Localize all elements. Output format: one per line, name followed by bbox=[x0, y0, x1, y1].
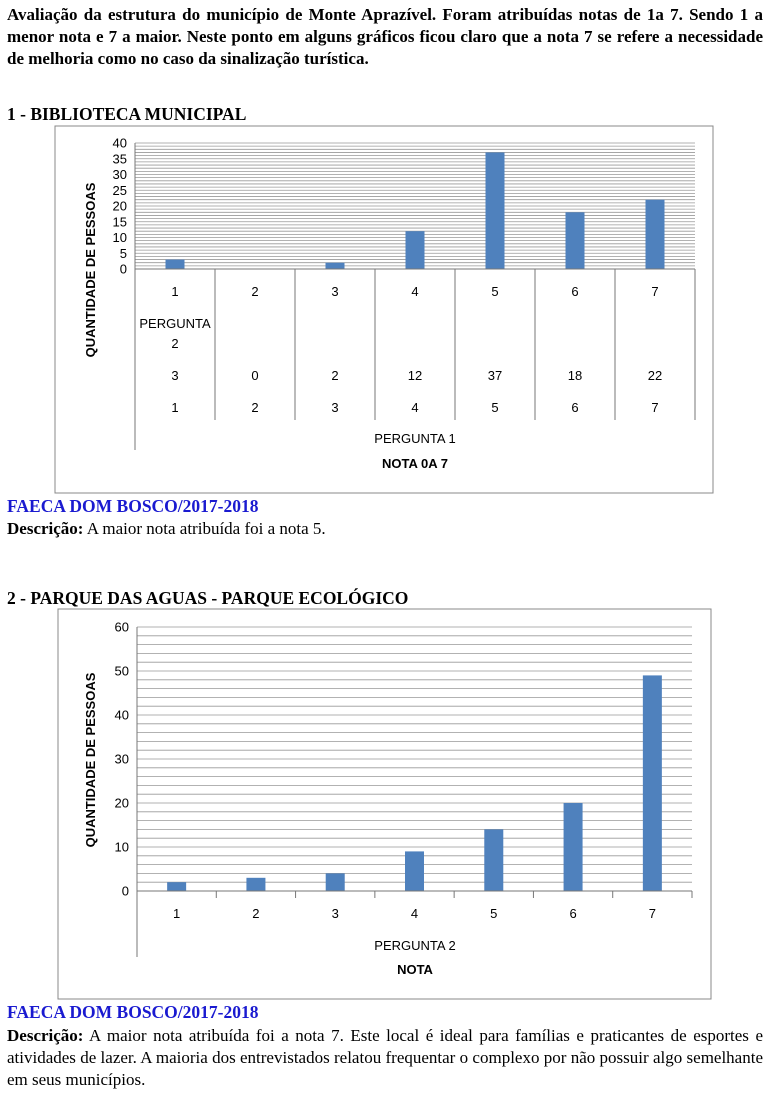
chart-2-bar bbox=[484, 829, 504, 891]
chart-2-ytick-label: 30 bbox=[115, 752, 129, 767]
chart-1-bar bbox=[325, 262, 345, 269]
chart-2-bar bbox=[246, 877, 266, 891]
chart-2-ytick-label: 50 bbox=[115, 664, 129, 679]
chart-2-category-label: 3 bbox=[332, 906, 339, 921]
chart-1-ylabel: QUANTIDADE DE PESSOAS bbox=[83, 182, 98, 357]
chart-1-bar bbox=[405, 231, 425, 269]
chart-2-category-label: 4 bbox=[411, 906, 418, 921]
chart-2-bar bbox=[405, 851, 424, 891]
chart-2-frame bbox=[57, 608, 712, 1000]
section-2-source: FAECA DOM BOSCO/2017-2018 bbox=[7, 1002, 259, 1022]
section-1-source: FAECA DOM BOSCO/2017-2018 bbox=[7, 496, 259, 516]
chart-1-category-label: 2 bbox=[251, 284, 258, 299]
chart-2-ytick-label: 0 bbox=[122, 884, 129, 899]
chart-1-table-x-value: 7 bbox=[651, 400, 658, 415]
section-1-title: 1 - BIBLIOTECA MUNICIPAL bbox=[7, 104, 247, 124]
chart-1-xlabel: NOTA 0A 7 bbox=[382, 456, 448, 471]
chart-1-ytick-label: 35 bbox=[113, 151, 127, 166]
chart-1-table-x-value: 3 bbox=[331, 400, 338, 415]
chart-2-ylabel: QUANTIDADE DE PESSOAS bbox=[83, 672, 98, 847]
chart-1-table-x-value: 6 bbox=[571, 400, 578, 415]
chart-1-table-x-value: 4 bbox=[411, 400, 418, 415]
chart-2-ytick-label: 20 bbox=[115, 796, 129, 811]
section-1-desc-text: A maior nota atribuída foi a nota 5. bbox=[83, 519, 326, 538]
chart-2-ytick-label: 60 bbox=[115, 620, 129, 635]
chart-1-ytick-label: 10 bbox=[113, 230, 127, 245]
chart-2-category-label: 5 bbox=[490, 906, 497, 921]
chart-2-bar bbox=[167, 882, 187, 891]
chart-1-table-x-value: 1 bbox=[171, 400, 178, 415]
intro-paragraph: Avaliação da estrutura do município de M… bbox=[7, 5, 763, 68]
chart-1-ytick-label: 15 bbox=[113, 214, 127, 229]
chart-1-table-value: 2 bbox=[331, 368, 338, 383]
chart-2-category-label: 7 bbox=[649, 906, 656, 921]
chart-1-table-value: 12 bbox=[408, 368, 422, 383]
chart-2-category-label: 6 bbox=[569, 906, 576, 921]
section-1-description: Descrição: A maior nota atribuída foi a … bbox=[7, 518, 763, 540]
chart-1-table-value: 37 bbox=[488, 368, 502, 383]
section-2-title: 2 - PARQUE DAS AGUAS - PARQUE ECOLÓGICO bbox=[7, 588, 409, 608]
chart-1-category-label: 4 bbox=[411, 284, 418, 299]
chart-2-bar bbox=[642, 675, 662, 891]
chart-1-frame bbox=[54, 125, 714, 494]
chart-1-category-label: 1 bbox=[171, 284, 178, 299]
chart-1-bar bbox=[165, 259, 185, 269]
chart-1-category-label: 6 bbox=[571, 284, 578, 299]
section-2-description: Descrição: A maior nota atribuída foi a … bbox=[7, 1025, 763, 1091]
chart-2-xlabel: NOTA bbox=[397, 962, 433, 977]
chart-2-bar bbox=[325, 873, 345, 891]
chart-1-category-label: 7 bbox=[651, 284, 658, 299]
chart-1-bar bbox=[645, 199, 665, 269]
chart-1-category-label: 3 bbox=[331, 284, 338, 299]
section-2-desc-label: Descrição: bbox=[7, 1026, 84, 1045]
chart-1-table-row-label: 2 bbox=[171, 336, 178, 351]
chart-1-ytick-label: 40 bbox=[113, 136, 127, 151]
chart-1-ytick-label: 30 bbox=[113, 167, 127, 182]
chart-1-ytick-label: 20 bbox=[113, 199, 127, 214]
chart-2-bar bbox=[563, 803, 583, 891]
chart-1-table-x-value: 2 bbox=[251, 400, 258, 415]
chart-1-bar bbox=[485, 152, 505, 269]
chart-2-ytick-label: 10 bbox=[115, 840, 129, 855]
chart-1-table-x-value: 5 bbox=[491, 400, 498, 415]
section-1-desc-label: Descrição: bbox=[7, 519, 84, 538]
chart-2-series-label: PERGUNTA 2 bbox=[374, 938, 455, 953]
chart-1-ytick-label: 0 bbox=[120, 262, 127, 277]
section-2-desc-text: A maior nota atribuída foi a nota 7. Est… bbox=[7, 1026, 763, 1089]
chart-1-table-value: 18 bbox=[568, 368, 582, 383]
chart-1-ytick-label: 25 bbox=[113, 183, 127, 198]
chart-1-bar bbox=[565, 212, 585, 269]
chart-2-category-label: 1 bbox=[173, 906, 180, 921]
chart-1-table-row-label: PERGUNTA bbox=[139, 316, 211, 331]
chart-1-table-value: 0 bbox=[251, 368, 258, 383]
chart-1-table-value: 3 bbox=[171, 368, 178, 383]
chart-1-table-value: 22 bbox=[648, 368, 662, 383]
chart-1-series-label: PERGUNTA 1 bbox=[374, 431, 455, 446]
chart-1-ytick-label: 5 bbox=[120, 246, 127, 261]
chart-2-ytick-label: 40 bbox=[115, 708, 129, 723]
chart-1-category-label: 5 bbox=[491, 284, 498, 299]
chart-2-category-label: 2 bbox=[252, 906, 259, 921]
